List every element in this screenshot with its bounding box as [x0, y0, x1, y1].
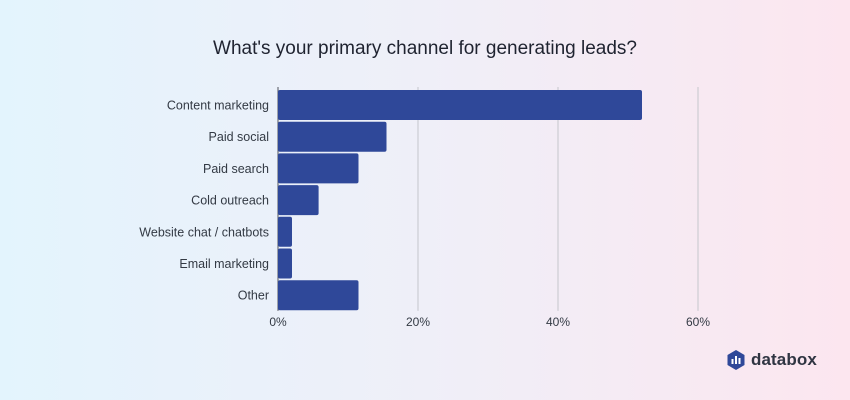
category-label: Paid search [203, 162, 269, 176]
databox-logo-icon [727, 350, 745, 370]
x-tick-label: 60% [686, 315, 710, 329]
category-labels: Content marketing Paid social Paid search C… [139, 99, 269, 303]
bar-paid-search [278, 153, 359, 184]
category-label: Cold outreach [191, 194, 269, 208]
bar-content-marketing [278, 90, 642, 120]
category-label: Other [238, 289, 269, 303]
x-tick-label: 0% [269, 315, 287, 329]
category-label: Email marketing [179, 257, 269, 271]
logo-text: databox [751, 350, 817, 369]
bar-other [278, 280, 359, 311]
bars [278, 90, 642, 311]
grid-lines [277, 87, 699, 311]
category-label: Paid social [209, 130, 269, 144]
bar-email-marketing [278, 248, 292, 279]
category-label: Website chat / chatbots [139, 225, 269, 239]
x-tick-label: 40% [546, 315, 570, 329]
databox-logo: databox [727, 350, 817, 370]
chart-title: What's your primary channel for generati… [213, 38, 637, 59]
x-tick-label: 20% [406, 315, 430, 329]
bar-cold-outreach [278, 185, 319, 216]
bar-website-chat-chatbots [278, 216, 292, 247]
x-axis-tick-labels: 0% 20% 40% 60% [269, 315, 710, 329]
bar-paid-social [278, 121, 387, 152]
category-label: Content marketing [167, 99, 269, 113]
